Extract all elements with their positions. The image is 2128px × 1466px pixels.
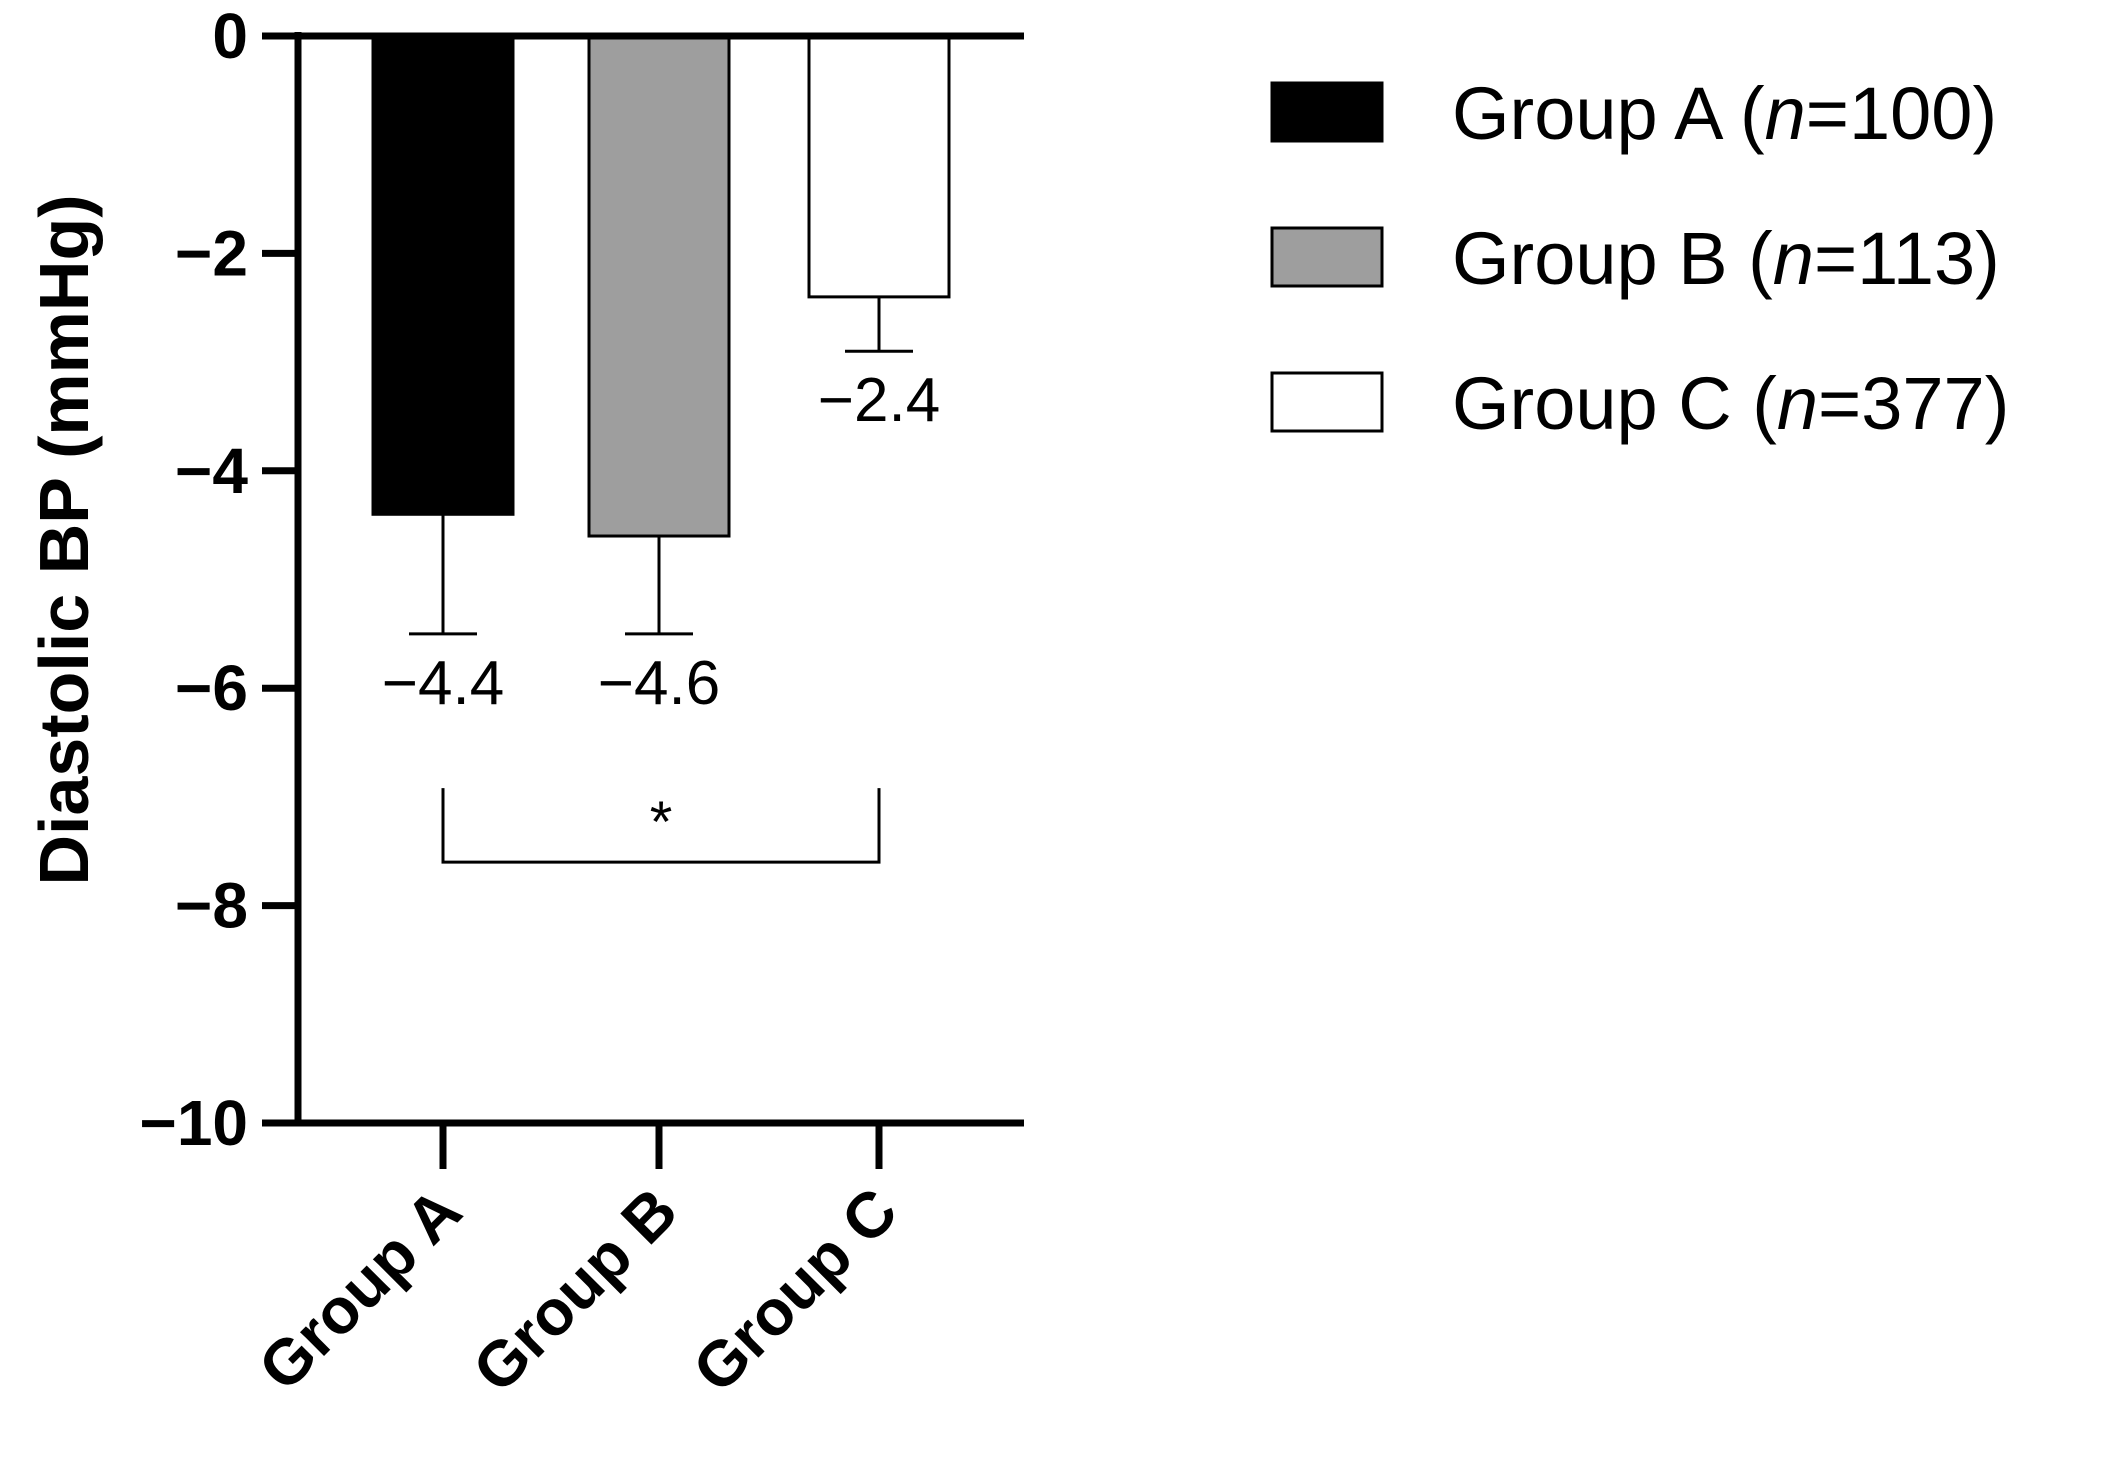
bar-group-c <box>807 34 951 299</box>
bar-group-a <box>371 34 515 516</box>
y-tick-label-0: 0 <box>212 0 248 72</box>
legend-label-2: Group C (n=377) <box>1452 362 2009 445</box>
legend-swatch-1 <box>1270 226 1384 288</box>
data-label-group-c: −2.4 <box>818 366 940 435</box>
data-label-group-b: −4.6 <box>598 649 720 718</box>
bar-group-b <box>587 34 731 538</box>
x-tick-label-group-b: Group B <box>459 1174 691 1406</box>
significance-bracket <box>441 788 881 864</box>
labels-layer: −4.4 −4.6 −2.4 * <box>382 366 940 864</box>
bars-layer <box>371 34 951 636</box>
significance-marker: * <box>650 790 673 855</box>
legend: Group A (n=100) Group B (n=113) Group C (n… <box>1270 72 2009 445</box>
data-label-group-a: −4.4 <box>382 649 504 718</box>
legend-label-0: Group A (n=100) <box>1452 72 1997 155</box>
y-tick-label-4: −8 <box>175 870 248 942</box>
legend-swatch-2 <box>1270 371 1384 433</box>
legend-swatch-0 <box>1270 81 1384 143</box>
legend-label-1: Group B (n=113) <box>1452 217 2000 300</box>
y-tick-label-2: −4 <box>175 435 248 507</box>
y-axis-title: Diastolic BP (mmHg) <box>25 194 103 885</box>
x-tick-label-group-c: Group C <box>679 1174 911 1406</box>
x-tick-label-group-a: Group A <box>245 1174 475 1404</box>
y-tick-label-3: −6 <box>175 652 248 724</box>
y-tick-label-1: −2 <box>175 217 248 289</box>
y-tick-label-5: −10 <box>139 1087 248 1159</box>
